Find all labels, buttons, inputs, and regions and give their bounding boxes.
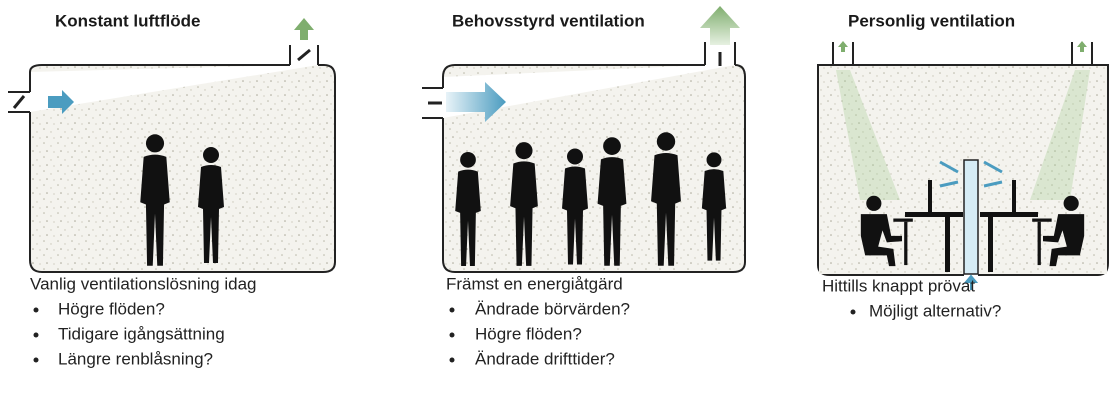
panel: Konstant luftflöde Vanlig ventilationslö… — [8, 11, 335, 368]
exhaust-arrow — [700, 6, 740, 45]
bullet: Tidigare igångsättning — [58, 324, 225, 343]
exhaust-arrow — [294, 18, 314, 40]
caption: Vanlig ventilationslösning idag — [30, 274, 257, 293]
caption: Hittills knappt prövat — [822, 276, 975, 295]
bullet: Högre flöden? — [58, 299, 165, 318]
bullet: Högre flöden? — [475, 324, 582, 343]
panel-title: Behovsstyrd ventilation — [452, 11, 645, 30]
caption: Främst en energiåtgärd — [446, 274, 623, 293]
panel-title: Personlig ventilation — [848, 11, 1015, 30]
bullet: Ändrade börvärden? — [475, 299, 630, 318]
bullet: Ändrade drifttider? — [475, 349, 615, 368]
bullet: Möjligt alternativ? — [869, 301, 1001, 320]
panel: Personlig ventilation Hittills knappt pr… — [818, 11, 1108, 320]
diagram: Konstant luftflöde Vanlig ventilationslö… — [0, 0, 1118, 412]
room — [30, 65, 335, 272]
panel: Behovsstyrd ventilation Främst en energi… — [422, 6, 745, 368]
panel-title: Konstant luftflöde — [55, 11, 200, 30]
bullet: Längre renblåsning? — [58, 349, 213, 368]
